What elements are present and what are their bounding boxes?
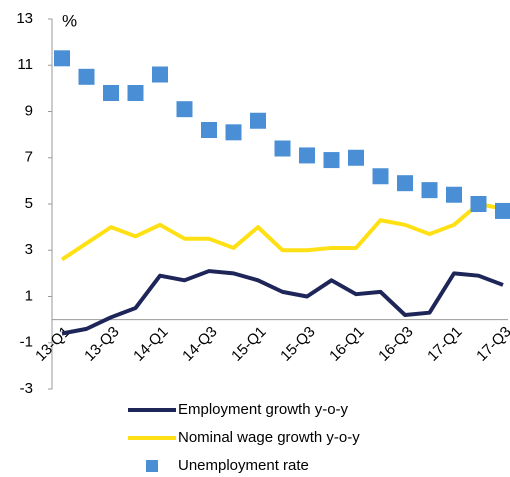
- x-tick-label: 16-Q1: [326, 323, 368, 365]
- x-tick-label: 13-Q1: [32, 323, 74, 365]
- y-tick-label: 7: [25, 149, 33, 166]
- unemployment-marker: [225, 124, 242, 141]
- unemployment-marker: [127, 85, 144, 101]
- series-line: [60, 202, 504, 262]
- legend-swatch: [146, 460, 158, 472]
- y-tick-label: 9: [25, 102, 33, 119]
- unemployment-marker: [78, 68, 95, 85]
- unemployment-marker: [348, 149, 364, 166]
- unemployment-marker: [323, 152, 340, 169]
- x-tick-label: 17-Q1: [424, 323, 466, 365]
- x-tick-label: 15-Q1: [228, 323, 270, 365]
- unemployment-marker: [397, 175, 413, 192]
- unemployment-marker: [421, 182, 438, 199]
- series-line: [61, 269, 504, 336]
- unemployment-marker: [54, 50, 70, 67]
- unemployment-marker: [299, 147, 315, 164]
- y-tick-label: 3: [25, 241, 33, 258]
- y-tick-label: 1: [25, 287, 33, 304]
- unemployment-marker: [446, 186, 462, 203]
- legend-label: Nominal wage growth y-o-y: [178, 429, 360, 446]
- x-tick-label: 15-Q3: [277, 323, 319, 365]
- unemployment-marker: [250, 112, 266, 129]
- x-tick-label: 14-Q3: [179, 323, 221, 365]
- y-tick-label: 5: [25, 195, 33, 212]
- unemployment-marker: [176, 101, 193, 118]
- unemployment-marker: [152, 66, 168, 83]
- unemployment-marker: [274, 140, 291, 157]
- y-tick-label: 11: [17, 56, 33, 73]
- legend-label: Unemployment rate: [178, 457, 309, 474]
- y-axis-label: %: [62, 11, 77, 30]
- unemployment-marker: [103, 85, 119, 101]
- y-tick-label: 13: [16, 10, 33, 27]
- x-tick-label: 16-Q3: [375, 323, 417, 365]
- y-tick-label: -3: [20, 380, 33, 397]
- unemployment-marker: [470, 196, 487, 212]
- x-tick-label: 17-Q3: [473, 323, 510, 365]
- unemployment-marker: [372, 168, 389, 185]
- unemployment-marker: [495, 202, 510, 219]
- x-tick-label: 14-Q1: [130, 323, 172, 365]
- legend-label: Employment growth y-o-y: [178, 401, 349, 418]
- unemployment-marker: [201, 122, 217, 138]
- y-tick-label: -1: [20, 334, 33, 351]
